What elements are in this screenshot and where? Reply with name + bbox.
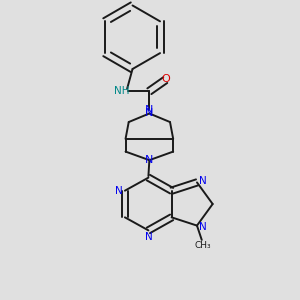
Text: N: N (199, 222, 207, 232)
Text: N: N (145, 109, 154, 118)
Text: N: N (115, 186, 122, 196)
Text: N: N (145, 232, 152, 242)
Text: CH₃: CH₃ (194, 241, 211, 250)
Text: N: N (145, 105, 154, 115)
Text: N: N (199, 176, 207, 186)
Text: O: O (161, 74, 170, 83)
Text: N: N (145, 155, 154, 165)
Text: NH: NH (114, 86, 129, 96)
